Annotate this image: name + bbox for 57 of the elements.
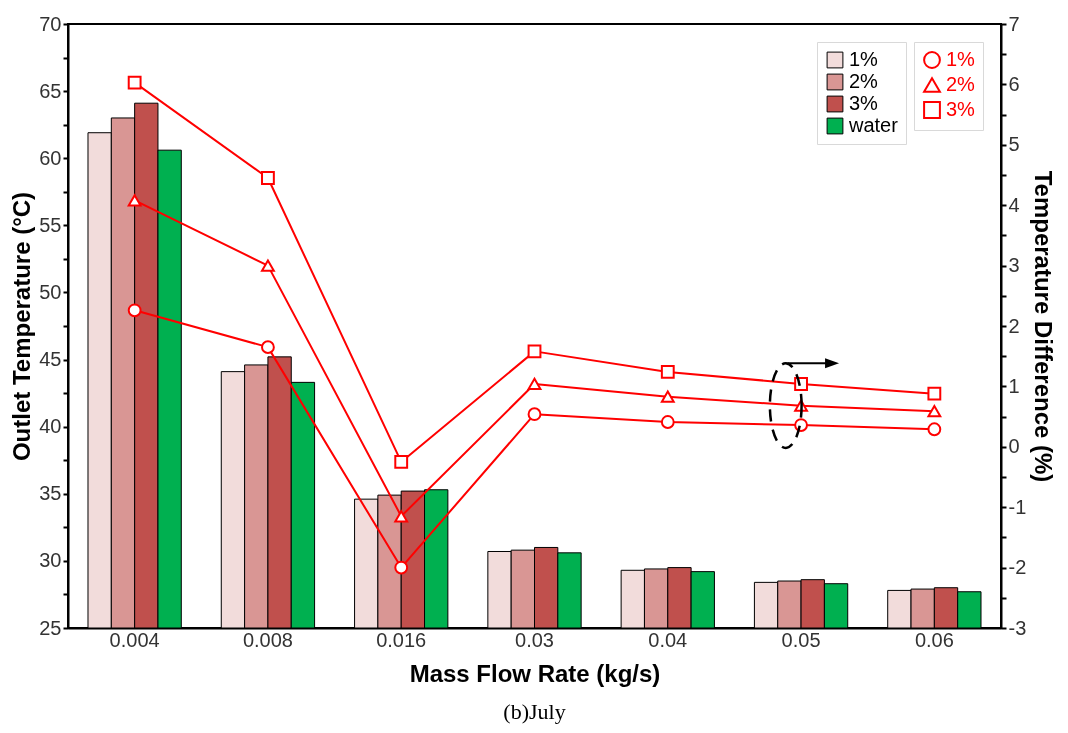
legend-label: 3% <box>849 92 879 114</box>
x-tick-label: 0.05 <box>781 628 821 651</box>
y-tick-label: 50 <box>39 280 62 303</box>
y2-axis-title: Temperature Difference (%) <box>1030 170 1058 483</box>
y-tick-label: 45 <box>39 348 62 371</box>
point <box>660 415 675 429</box>
point <box>261 171 275 185</box>
x-tick-label: 0.016 <box>376 628 427 651</box>
y-axis-title: Outlet Temperature (°C) <box>8 191 36 462</box>
point <box>527 407 542 422</box>
point <box>394 560 409 575</box>
y2-tick-label: -2 <box>1008 556 1027 579</box>
y2-tick-label: 5 <box>1008 133 1020 156</box>
text: (b)July <box>503 699 566 724</box>
y2-tick-label: -1 <box>1008 495 1027 518</box>
y2-tick-label: 1 <box>1008 374 1020 397</box>
point <box>394 510 409 523</box>
point <box>660 390 675 403</box>
point <box>261 259 275 272</box>
legend-label: 3% <box>946 98 976 120</box>
y-tick-label: 30 <box>39 549 62 572</box>
legend-label: 1% <box>946 48 976 70</box>
y2-tick-label: 3 <box>1008 254 1020 277</box>
x-tick-label: 0.004 <box>109 628 160 651</box>
point <box>660 364 675 379</box>
y2-tick-label: -3 <box>1008 616 1027 639</box>
point <box>927 422 942 437</box>
point <box>127 303 142 318</box>
point <box>261 340 275 355</box>
x-tick-label: 0.06 <box>914 628 954 651</box>
point <box>527 377 542 391</box>
point <box>127 75 142 90</box>
y2-tick-label: 0 <box>1008 435 1020 458</box>
x-tick-label: 0.03 <box>515 628 554 651</box>
y-tick-label: 70 <box>39 12 62 35</box>
point <box>527 344 542 359</box>
x-tick-label: 0.008 <box>242 628 293 651</box>
y-tick-label: 40 <box>39 415 62 438</box>
legend-label: 2% <box>946 73 976 95</box>
y-tick-label: 65 <box>39 79 62 102</box>
y-tick-label: 60 <box>39 146 62 169</box>
point <box>127 194 142 207</box>
y2-tick-label: 2 <box>1008 314 1020 337</box>
y2-tick-label: 7 <box>1008 12 1020 35</box>
y-tick-label: 25 <box>39 616 62 639</box>
legend-label: water <box>848 114 899 136</box>
point <box>927 405 942 418</box>
y2-tick-label: 4 <box>1008 193 1020 216</box>
point <box>927 386 942 401</box>
legend-label: 2% <box>849 70 879 92</box>
x-axis-title: Mass Flow Rate (kg/s) <box>409 659 661 687</box>
x-tick-label: 0.04 <box>648 628 688 651</box>
y-tick-label: 55 <box>39 213 62 236</box>
y-tick-label: 35 <box>39 482 62 505</box>
legend-label: 1% <box>849 48 879 70</box>
point <box>394 454 409 469</box>
y2-tick-label: 6 <box>1008 72 1020 95</box>
